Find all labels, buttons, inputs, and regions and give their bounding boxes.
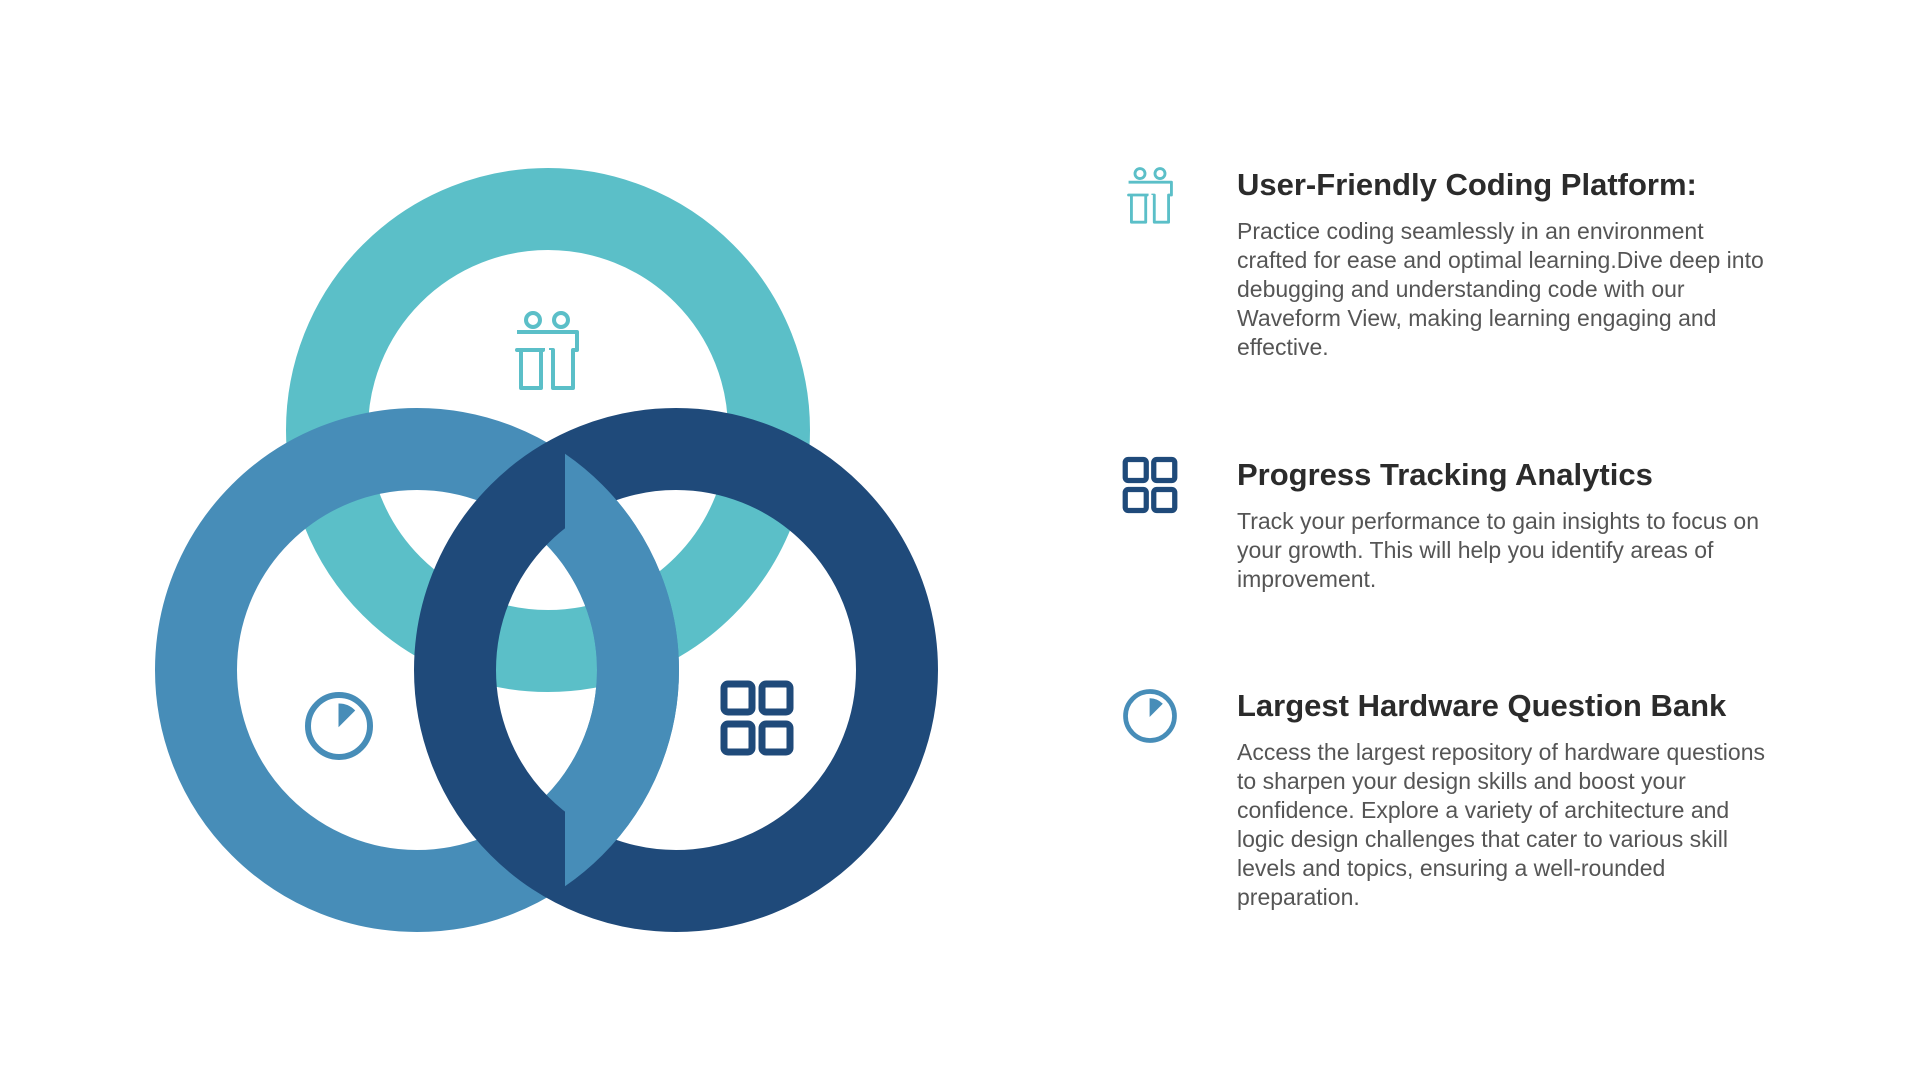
feature-title: User-Friendly Coding Platform: bbox=[1237, 167, 1697, 202]
dark-ring bbox=[414, 408, 938, 932]
people-icon bbox=[515, 311, 579, 390]
feature-description: Track your performance to gain insights … bbox=[1237, 508, 1760, 592]
feature-title: Progress Tracking Analytics bbox=[1237, 457, 1653, 492]
blue-ring-overlap bbox=[565, 453, 679, 887]
timer-icon bbox=[1120, 686, 1180, 746]
grid-icon bbox=[1120, 455, 1180, 515]
people-icon bbox=[1127, 167, 1173, 224]
grid-icon bbox=[724, 684, 790, 752]
feature-title: Largest Hardware Question Bank bbox=[1237, 688, 1727, 723]
feature-description: Access the largest repository of hardwar… bbox=[1237, 739, 1765, 910]
interlocking-rings-diagram bbox=[155, 168, 938, 932]
feature-description: Practice coding seamlessly in an environ… bbox=[1237, 218, 1764, 360]
timer-icon bbox=[308, 695, 370, 757]
